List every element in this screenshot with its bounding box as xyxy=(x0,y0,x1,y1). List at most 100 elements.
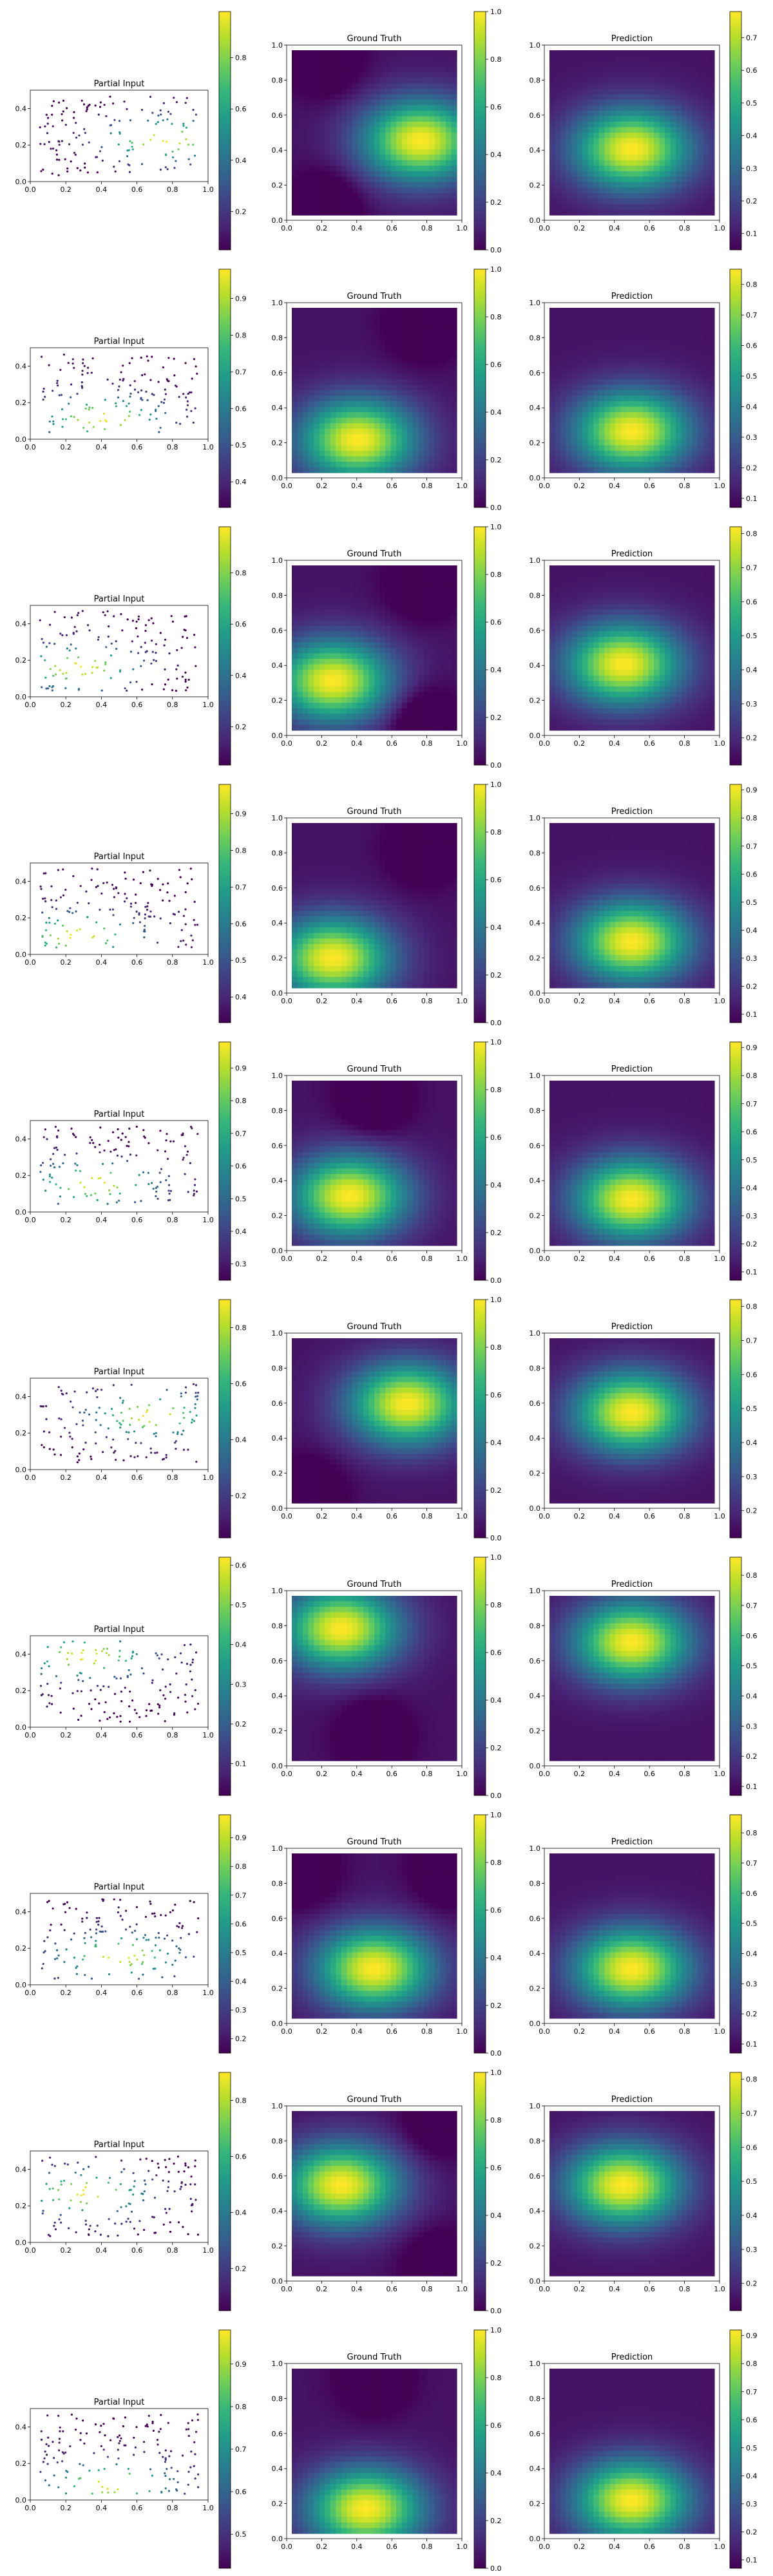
prediction-colorbar-tick-5: 0.6 xyxy=(746,1889,758,1898)
partial-colorbar xyxy=(219,1300,231,1538)
ground-truth-colorbar xyxy=(474,784,486,1023)
prediction-colorbar-tick-1: 0.2 xyxy=(746,2528,758,2536)
prediction-title: Prediction xyxy=(611,807,653,817)
prediction-ytick-5: 1.0 xyxy=(530,1329,541,1338)
partial-xtick-0: 0.0 xyxy=(24,443,36,451)
partial-xtick-2: 0.4 xyxy=(96,443,108,451)
ground-truth-xtick-4: 0.8 xyxy=(421,997,433,1005)
prediction-colorbar-tick-0: 0.1 xyxy=(746,1268,758,1276)
prediction-colorbar-tick-2: 0.3 xyxy=(746,164,758,173)
prediction-ytick-4: 0.8 xyxy=(530,334,541,342)
partial-xtick-5: 1.0 xyxy=(202,2246,214,2255)
partial-colorbar-tick-1: 0.4 xyxy=(235,1436,247,1444)
prediction-xtick-4: 0.8 xyxy=(679,997,691,1005)
ground-truth-xtick-2: 0.4 xyxy=(351,997,363,1005)
prediction-xtick-5: 1.0 xyxy=(714,1770,725,1778)
prediction-colorbar-tick-4: 0.6 xyxy=(746,598,758,606)
ground-truth-heatmap-cells xyxy=(292,2111,457,2277)
partial-ytick-1: 0.2 xyxy=(15,914,27,922)
prediction-ytick-0: 0.0 xyxy=(530,732,541,740)
partial-colorbar xyxy=(219,527,231,765)
prediction-xtick-3: 0.6 xyxy=(644,739,655,748)
ground-truth-colorbar-tick-2: 0.4 xyxy=(490,151,502,159)
prediction-title: Prediction xyxy=(611,2353,653,2362)
partial-colorbar-tick-0: 0.2 xyxy=(235,2035,247,2043)
partial-input-title: Partial Input xyxy=(94,1625,145,1634)
ground-truth-ytick-1: 0.2 xyxy=(272,2242,283,2251)
prediction-ytick-2: 0.4 xyxy=(530,1692,541,1700)
prediction-xtick-3: 0.6 xyxy=(644,1770,655,1778)
prediction-colorbar-tick-3: 0.4 xyxy=(746,132,758,140)
prediction-colorbar-tick-4: 0.5 xyxy=(746,2444,758,2452)
prediction-colorbar-tick-2: 0.3 xyxy=(746,2500,758,2508)
partial-xtick-3: 0.6 xyxy=(131,443,143,451)
ground-truth-ytick-2: 0.4 xyxy=(272,404,283,412)
prediction-colorbar-tick-4: 0.6 xyxy=(746,2143,758,2152)
ground-truth-xtick-1: 0.2 xyxy=(316,1255,328,1263)
prediction-colorbar-tick-5: 0.6 xyxy=(746,1632,758,1640)
partial-ytick-0: 0.0 xyxy=(15,1981,27,1989)
prediction-ytick-5: 1.0 xyxy=(530,1072,541,1080)
partial-plot-area xyxy=(30,348,208,439)
prediction-colorbar-tick-3: 0.5 xyxy=(746,2177,758,2186)
partial-colorbar-tick-5: 0.9 xyxy=(235,810,247,819)
prediction-colorbar-tick-6: 0.7 xyxy=(746,34,758,43)
partial-xtick-5: 1.0 xyxy=(202,1731,214,1739)
partial-colorbar-tick-2: 0.6 xyxy=(235,2153,247,2161)
prediction-colorbar xyxy=(730,1042,741,1280)
ground-truth-colorbar-tick-0: 0.0 xyxy=(490,1019,502,1027)
prediction-ytick-3: 0.6 xyxy=(530,369,541,377)
partial-colorbar xyxy=(219,1557,231,1795)
ground-truth-xtick-2: 0.4 xyxy=(351,1512,363,1520)
prediction-colorbar-tick-3: 0.5 xyxy=(746,632,758,640)
ground-truth-colorbar-tick-4: 0.8 xyxy=(490,2116,502,2125)
prediction-colorbar-tick-0: 0.1 xyxy=(746,1010,758,1019)
prediction-ytick-1: 0.2 xyxy=(530,2500,541,2508)
partial-xtick-1: 0.2 xyxy=(60,2246,72,2255)
partial-colorbar-tick-1: 0.2 xyxy=(235,1720,247,1728)
partial-ytick-0: 0.0 xyxy=(15,178,27,186)
prediction-xtick-0: 0.0 xyxy=(539,1770,550,1778)
ground-truth-heatmap-cells xyxy=(292,50,457,216)
partial-colorbar-tick-0: 0.2 xyxy=(235,2265,247,2273)
ground-truth-ytick-4: 0.8 xyxy=(272,1622,283,1630)
prediction-ytick-1: 0.2 xyxy=(530,1212,541,1220)
prediction-title: Prediction xyxy=(611,1580,653,1589)
ground-truth-heatmap-cells xyxy=(292,1338,457,1504)
ground-truth-colorbar-tick-3: 0.6 xyxy=(490,1649,502,1657)
ground-truth-ytick-2: 0.4 xyxy=(272,2207,283,2215)
partial-colorbar-tick-2: 0.6 xyxy=(235,920,247,928)
partial-xtick-3: 0.6 xyxy=(131,701,143,709)
ground-truth-colorbar-tick-0: 0.0 xyxy=(490,761,502,770)
partial-xtick-5: 1.0 xyxy=(202,1216,214,1224)
prediction-colorbar-tick-0: 0.1 xyxy=(746,495,758,503)
partial-xtick-3: 0.6 xyxy=(131,185,143,194)
ground-truth-xtick-5: 1.0 xyxy=(456,997,468,1005)
prediction-title: Prediction xyxy=(611,1837,653,1847)
prediction-colorbar-tick-6: 0.8 xyxy=(746,530,758,538)
partial-xtick-0: 0.0 xyxy=(24,1989,36,1997)
ground-truth-colorbar-tick-3: 0.6 xyxy=(490,876,502,884)
prediction-ytick-2: 0.4 xyxy=(530,404,541,412)
ground-truth-xtick-3: 0.6 xyxy=(386,224,397,232)
ground-truth-colorbar-tick-1: 0.2 xyxy=(490,2517,502,2525)
ground-truth-title: Ground Truth xyxy=(347,1065,402,1074)
ground-truth-ytick-2: 0.4 xyxy=(272,146,283,155)
prediction-heatmap-cells xyxy=(549,1081,715,1246)
partial-ytick-2: 0.4 xyxy=(15,1392,27,1401)
ground-truth-colorbar xyxy=(474,2330,486,2568)
partial-colorbar-tick-5: 0.7 xyxy=(235,1891,247,1900)
ground-truth-title: Ground Truth xyxy=(347,2095,402,2105)
ground-truth-xtick-4: 0.8 xyxy=(421,2027,433,2036)
ground-truth-colorbar-tick-5: 1.0 xyxy=(490,1811,502,1819)
prediction-colorbar-tick-4: 0.5 xyxy=(746,1156,758,1164)
prediction-ytick-5: 1.0 xyxy=(530,1844,541,1853)
ground-truth-ytick-4: 0.8 xyxy=(272,2394,283,2403)
partial-colorbar-tick-1: 0.4 xyxy=(235,156,247,165)
prediction-ytick-4: 0.8 xyxy=(530,1364,541,1372)
partial-plot-area xyxy=(30,2409,208,2500)
partial-ytick-0: 0.0 xyxy=(15,951,27,959)
ground-truth-ytick-3: 0.6 xyxy=(272,1915,283,1923)
partial-xtick-2: 0.4 xyxy=(96,1989,108,1997)
